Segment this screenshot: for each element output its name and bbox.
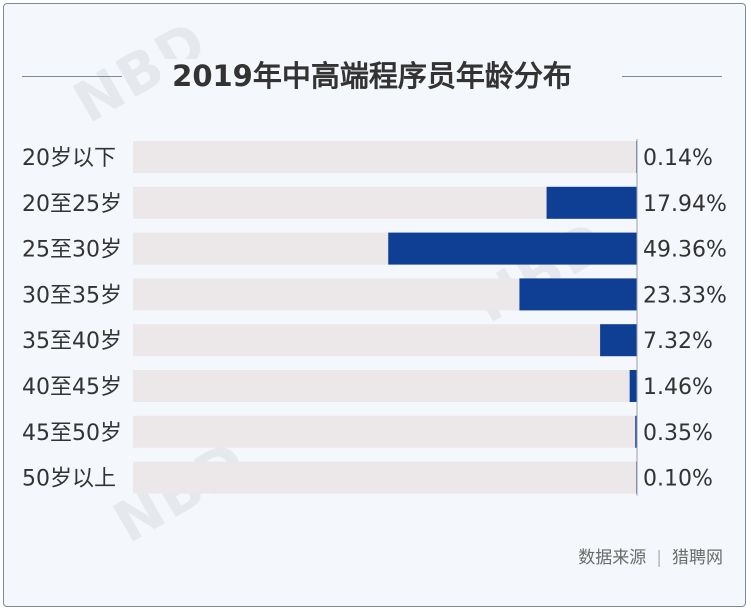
bar-track: [133, 461, 637, 494]
source-line: 数据来源 | 猎聘网: [578, 543, 723, 568]
value-label: 0.14%: [643, 146, 713, 171]
bar: [519, 278, 637, 311]
category-label: 40至45岁: [22, 375, 122, 400]
value-label: 0.35%: [643, 421, 713, 446]
title-area: 2019年中高端程序员年龄分布: [22, 52, 722, 100]
bar-track: [133, 415, 637, 448]
source-separator: |: [656, 548, 662, 568]
category-label: 25至30岁: [22, 238, 122, 263]
source-name: 猎聘网: [672, 548, 723, 568]
value-label: 0.10%: [643, 467, 713, 492]
chart-title: 2019年中高端程序员年龄分布: [22, 52, 722, 100]
bar: [600, 324, 637, 357]
category-label: 50岁以上: [22, 467, 116, 492]
bar: [629, 370, 637, 402]
bar-track: [133, 324, 637, 357]
value-label: 7.32%: [643, 329, 713, 354]
bar: [635, 415, 637, 448]
category-label: 45至50岁: [22, 421, 122, 446]
bar-track: [133, 141, 637, 173]
bar-track: [133, 370, 637, 402]
title-rule-left: [22, 76, 122, 77]
value-label: 1.46%: [643, 375, 713, 400]
value-label: 23.33%: [643, 283, 727, 308]
category-label: 20岁以下: [22, 146, 116, 171]
value-label: 49.36%: [643, 238, 727, 263]
value-label: 17.94%: [643, 192, 727, 217]
category-label: 20至25岁: [22, 192, 122, 217]
title-rule-right: [622, 76, 722, 77]
chart-title-text: 2019年中高端程序员年龄分布: [160, 59, 584, 93]
category-label: 30至35岁: [22, 283, 122, 308]
bar: [546, 186, 637, 219]
category-label: 35至40岁: [22, 329, 122, 354]
bar: [388, 232, 637, 265]
source-label: 数据来源: [578, 548, 647, 568]
